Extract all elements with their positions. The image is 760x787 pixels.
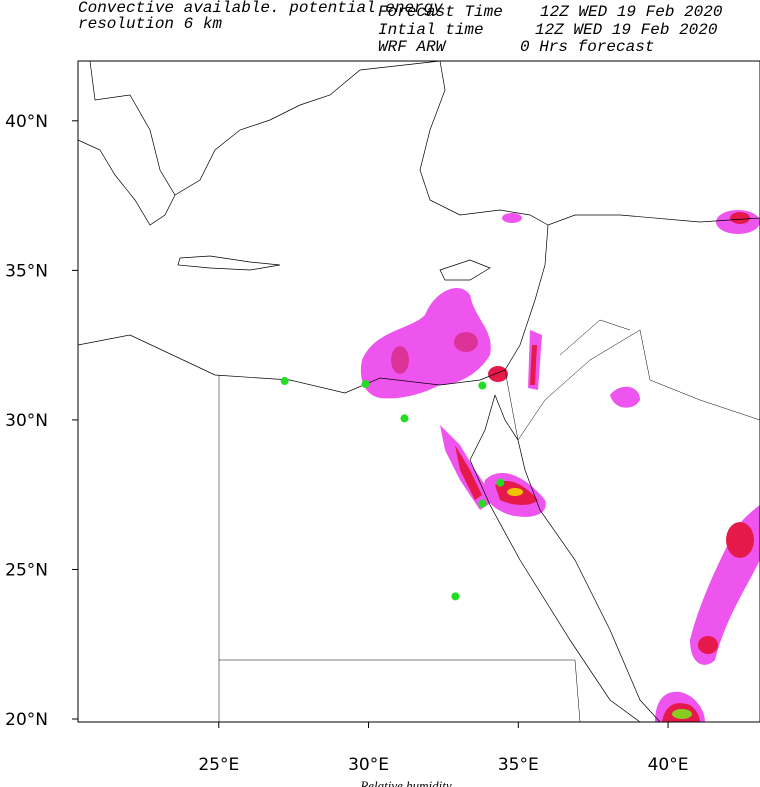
- station: [280, 377, 289, 386]
- model-value: 0 Hrs forecast: [520, 38, 654, 56]
- station: [478, 499, 487, 508]
- station: [400, 414, 409, 423]
- field-shading: [360, 210, 760, 722]
- station: [478, 381, 487, 390]
- title: Convective available. potential energy: [78, 0, 443, 17]
- model-label: WRF ARW: [378, 38, 447, 56]
- y-tick-label: 35°N: [5, 261, 48, 281]
- footer-label: Relative humidity: [359, 778, 452, 787]
- subtitle: resolution 6 km: [78, 15, 222, 33]
- station: [361, 380, 370, 389]
- map-area: [77, 60, 760, 723]
- initial-label: Intial time: [378, 21, 484, 39]
- forecast-label: Forecast Time: [378, 3, 503, 21]
- borders: [218, 319, 760, 723]
- y-tick-label: 25°N: [5, 560, 48, 580]
- station: [496, 478, 505, 487]
- x-tick-label: 30°E: [348, 755, 389, 775]
- y-tick-label: 30°N: [5, 411, 48, 431]
- station: [451, 592, 460, 601]
- y-tick-label: 20°N: [5, 710, 48, 730]
- x-tick-label: 40°E: [648, 755, 689, 775]
- map-frame: [77, 60, 760, 723]
- x-tick-label: 25°E: [198, 755, 239, 775]
- initial-value: 12Z WED 19 Feb 2020: [535, 21, 718, 39]
- forecast-value: 12Z WED 19 Feb 2020: [540, 3, 723, 21]
- x-tick-label: 35°E: [498, 755, 539, 775]
- y-tick-label: 40°N: [5, 112, 48, 132]
